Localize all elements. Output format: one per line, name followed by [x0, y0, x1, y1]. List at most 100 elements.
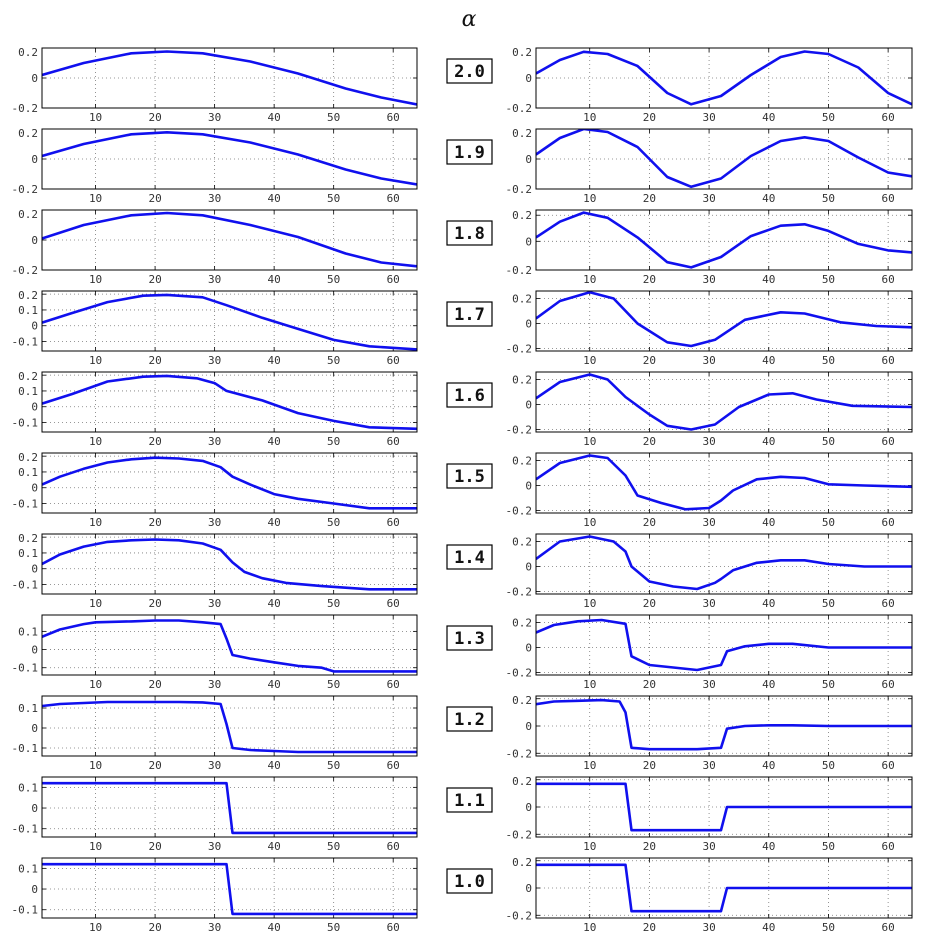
- plot-frame: [41, 776, 418, 838]
- y-tick-label: 0.2: [512, 209, 532, 222]
- y-tick-label: -0.2: [506, 909, 533, 922]
- x-tick-label: 20: [643, 354, 656, 367]
- y-tick-label: 0: [525, 561, 532, 574]
- x-tick-label: 30: [208, 435, 221, 448]
- x-tick-label: 30: [702, 678, 715, 691]
- x-tick-label: 50: [822, 597, 835, 610]
- plot-frame: [535, 290, 913, 352]
- y-tick-label: -0.2: [506, 667, 533, 680]
- plot-frame: [41, 452, 418, 514]
- x-tick-label: 40: [762, 111, 775, 124]
- x-tick-label: 50: [327, 435, 340, 448]
- x-tick-label: 20: [643, 678, 656, 691]
- alpha-label-box: 1.1: [446, 787, 493, 813]
- alpha-label-frame: [446, 868, 493, 894]
- x-tick-label: 40: [268, 678, 281, 691]
- x-tick-label: 10: [583, 597, 596, 610]
- series-line: [42, 293, 417, 351]
- x-tick-label: 60: [387, 516, 400, 529]
- alpha-label-frame: [446, 220, 493, 246]
- x-tick-label: 20: [148, 273, 161, 286]
- alpha-label-frame: [446, 382, 493, 408]
- y-tick-label: 0.1: [18, 304, 38, 317]
- x-tick-label: 60: [882, 921, 895, 934]
- series-line: [42, 211, 417, 268]
- x-tick-label: 20: [643, 111, 656, 124]
- y-tick-label: 0.2: [512, 775, 532, 788]
- y-tick-label: 0.1: [18, 625, 38, 638]
- y-tick-label: 0.2: [512, 536, 532, 549]
- y-tick-label: 0.2: [512, 127, 532, 140]
- alpha-label-frame: [446, 58, 493, 84]
- x-tick-label: 30: [702, 192, 715, 205]
- x-tick-label: 40: [268, 921, 281, 934]
- alpha-label-box: 2.0: [446, 58, 493, 84]
- subplot-alpha-1-3-left: 10 20 30 40 50 60 0.1 0 -0.1: [12, 614, 418, 691]
- y-tick-label: -0.1: [12, 662, 39, 675]
- alpha-label-box: 1.7: [446, 301, 493, 327]
- y-tick-label: -0.2: [506, 747, 533, 760]
- y-tick-label: 0: [31, 644, 38, 657]
- x-tick-label: 40: [762, 516, 775, 529]
- y-tick-label: 0: [31, 153, 38, 166]
- y-tick-label: 0: [31, 320, 38, 333]
- y-tick-label: -0.2: [506, 505, 533, 518]
- y-tick-label: -0.1: [12, 336, 39, 349]
- x-tick-label: 30: [208, 111, 221, 124]
- x-tick-label: 20: [643, 759, 656, 772]
- plot-frame: [41, 614, 418, 676]
- alpha-label-text: 1.6: [454, 386, 485, 406]
- subplot-alpha-1-3-right: 10 20 30 40 50 60 0.2 0 -0.2: [506, 614, 913, 691]
- y-tick-label: 0: [525, 399, 532, 412]
- y-tick-label: 0: [31, 234, 38, 247]
- alpha-label-text: 1.9: [454, 143, 485, 163]
- series-line: [536, 535, 912, 591]
- plot-frame: [535, 371, 913, 433]
- y-tick-label: 0.1: [18, 781, 38, 794]
- x-tick-label: 20: [643, 597, 656, 610]
- plot-frame: [41, 290, 418, 352]
- x-tick-label: 50: [822, 759, 835, 772]
- y-tick-label: 0: [31, 72, 38, 85]
- alpha-label-frame: [446, 463, 493, 489]
- x-tick-label: 50: [327, 516, 340, 529]
- y-tick-label: -0.2: [506, 424, 533, 437]
- series-line: [42, 538, 417, 591]
- x-tick-label: 50: [327, 678, 340, 691]
- x-tick-label: 20: [643, 921, 656, 934]
- x-tick-label: 30: [702, 273, 715, 286]
- series-line: [42, 619, 417, 673]
- x-tick-label: 40: [762, 192, 775, 205]
- x-tick-label: 30: [208, 921, 221, 934]
- x-tick-label: 10: [583, 921, 596, 934]
- x-tick-label: 60: [387, 921, 400, 934]
- y-tick-label: 0.2: [512, 46, 532, 59]
- series-line: [42, 374, 417, 431]
- x-tick-label: 50: [822, 192, 835, 205]
- y-tick-label: 0.2: [18, 208, 38, 221]
- x-tick-label: 10: [583, 435, 596, 448]
- plot-frame: [535, 614, 913, 676]
- y-tick-label: 0: [525, 480, 532, 493]
- x-tick-label: 30: [208, 516, 221, 529]
- x-tick-label: 10: [583, 678, 596, 691]
- x-tick-label: 10: [583, 354, 596, 367]
- x-tick-label: 30: [702, 921, 715, 934]
- subplot-alpha-1-2-right: 10 20 30 40 50 60 0.2 0 -0.2: [506, 694, 913, 772]
- y-tick-label: -0.2: [12, 183, 39, 196]
- x-tick-label: 60: [387, 759, 400, 772]
- x-tick-label: 10: [583, 273, 596, 286]
- x-tick-label: 60: [882, 840, 895, 853]
- x-tick-label: 60: [882, 597, 895, 610]
- alpha-label-text: 1.1: [454, 791, 485, 811]
- series-line: [42, 862, 417, 916]
- plot-frame: [535, 857, 913, 919]
- y-tick-label: 0.1: [18, 466, 38, 479]
- alpha-label-box: 1.0: [446, 868, 493, 894]
- x-tick-label: 50: [327, 111, 340, 124]
- y-tick-label: -0.1: [12, 904, 39, 917]
- x-tick-label: 50: [822, 435, 835, 448]
- y-tick-label: 0: [525, 882, 532, 895]
- y-tick-label: 0: [525, 318, 532, 331]
- subplot-alpha-1-0-right: 10 20 30 40 50 60 0.2 0 -0.2: [506, 856, 913, 934]
